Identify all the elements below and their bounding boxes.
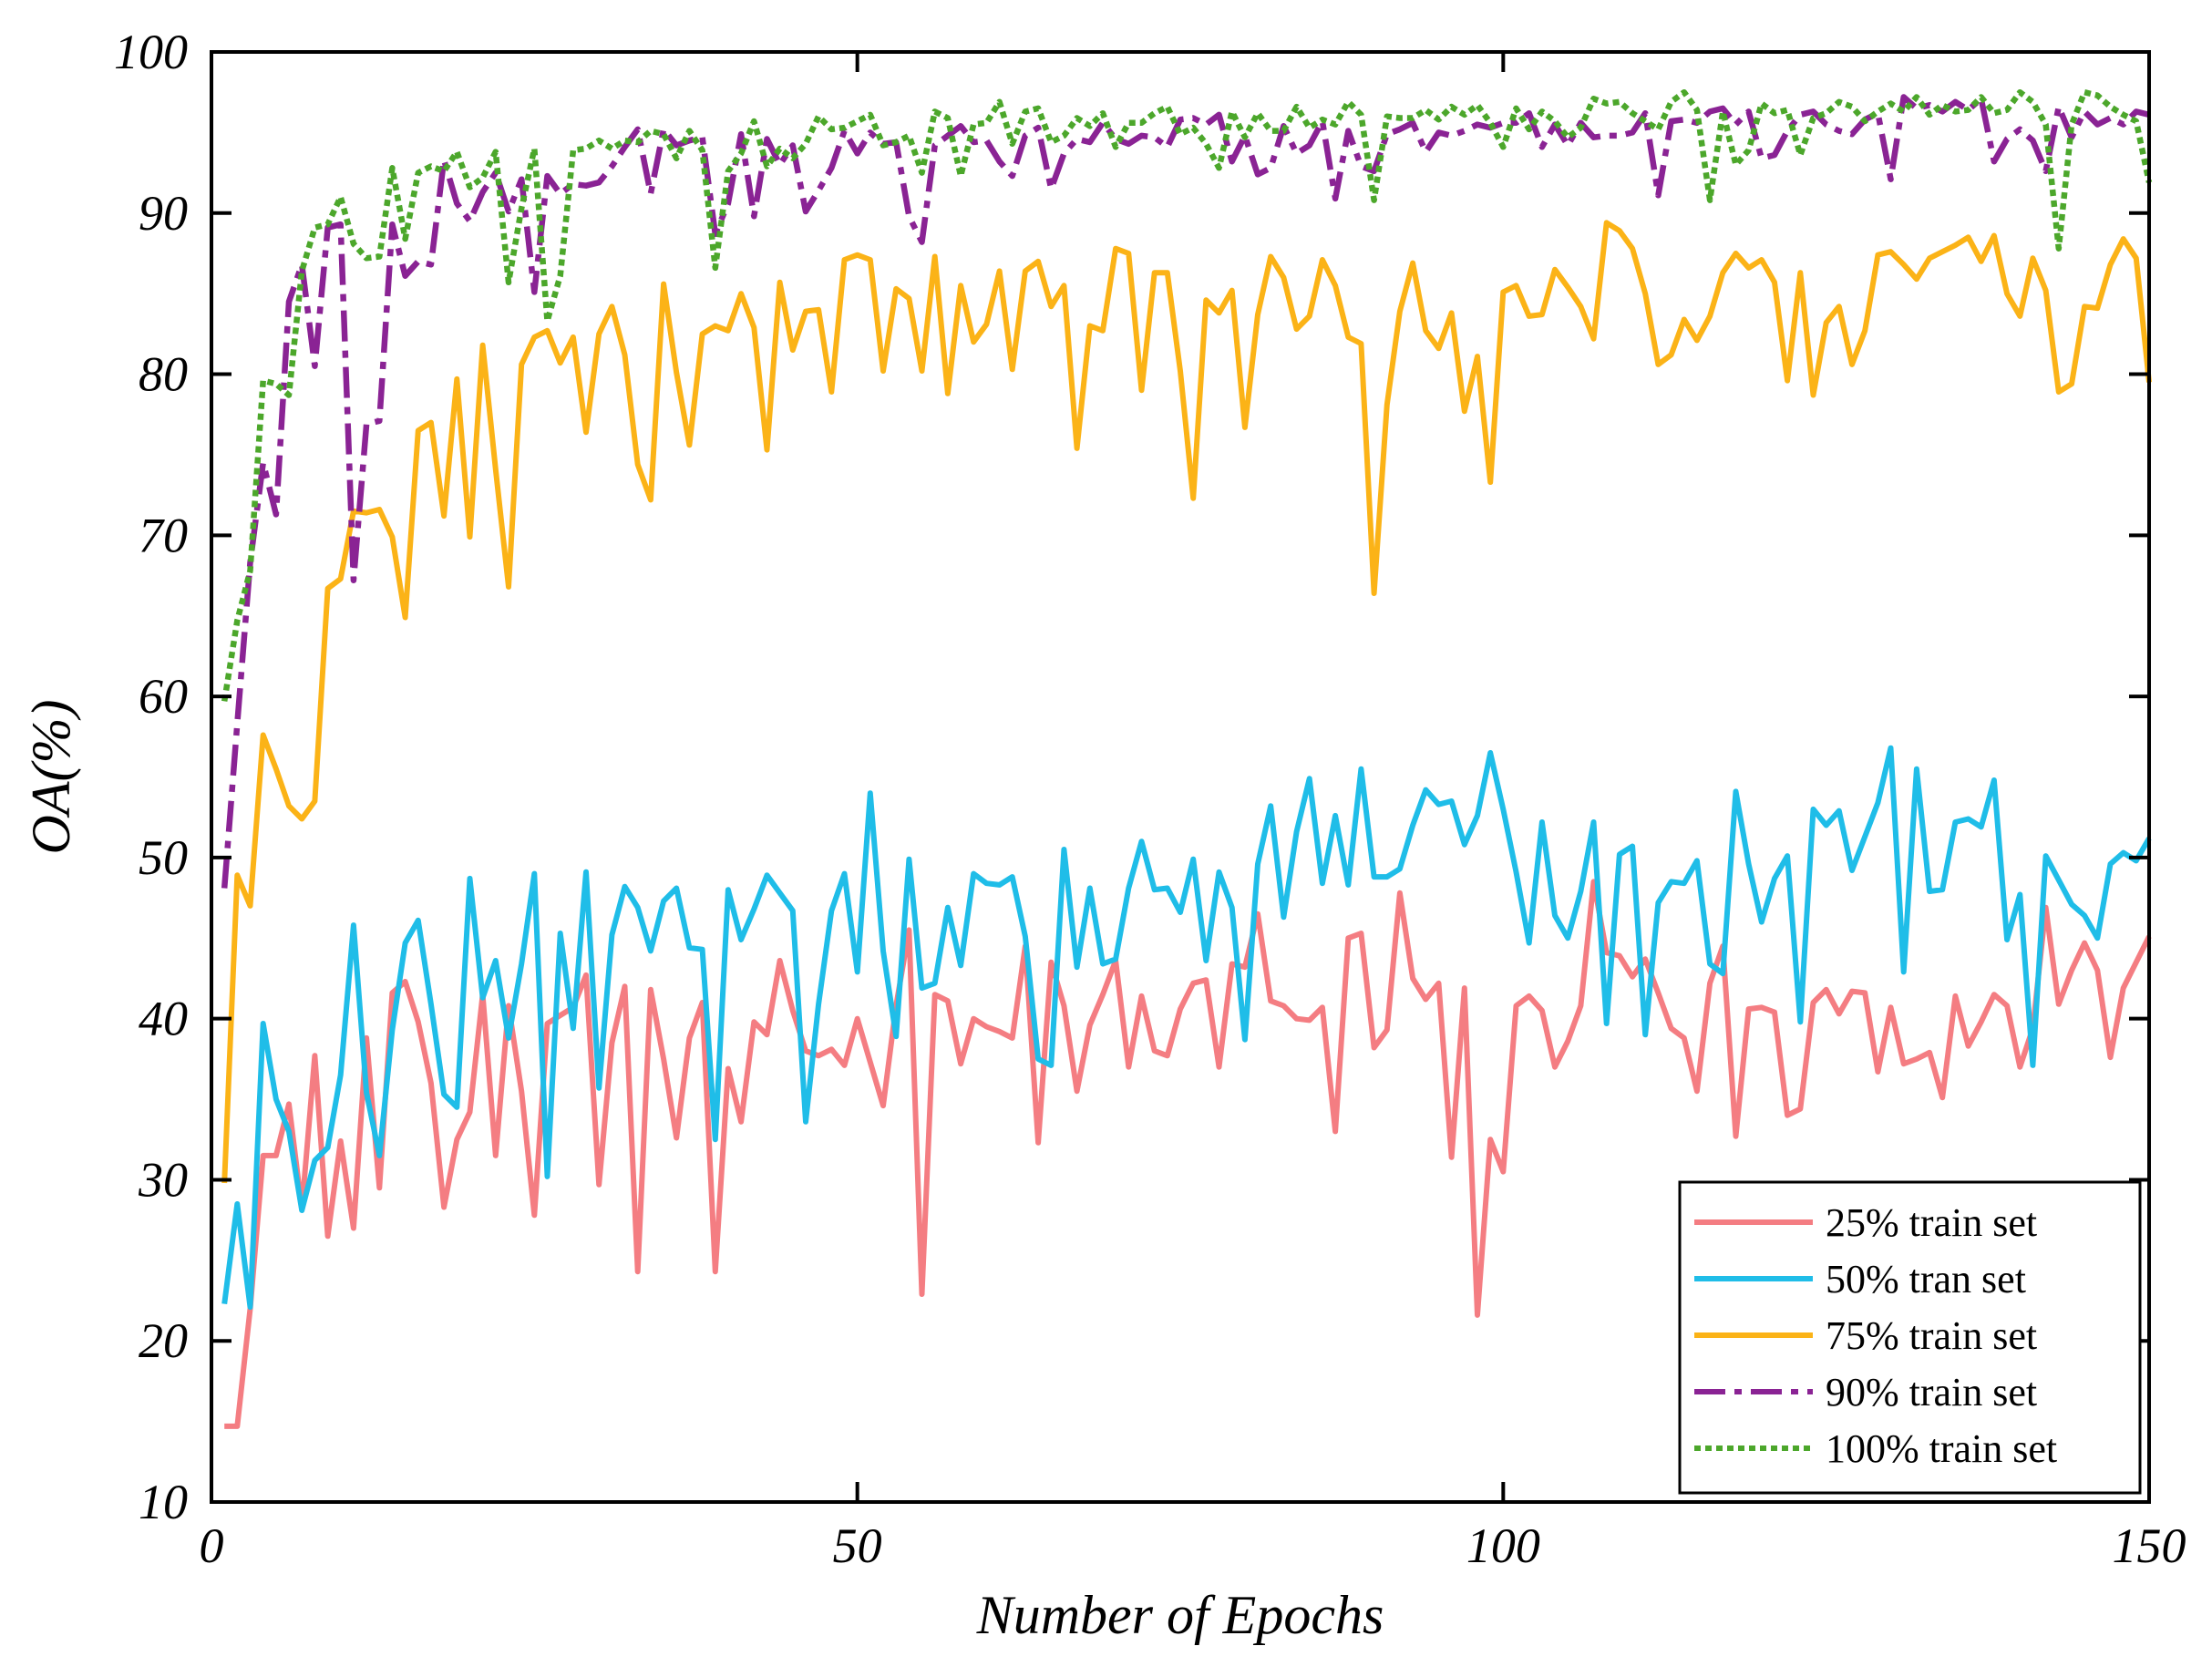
y-tick-label: 60	[139, 669, 188, 724]
y-axis-title: OA(%)	[21, 700, 81, 855]
legend-label-5: 100% train set	[1826, 1426, 2057, 1471]
x-tick-label: 150	[2113, 1518, 2186, 1573]
y-tick-label: 30	[138, 1152, 188, 1207]
x-tick-label: 100	[1466, 1518, 1540, 1573]
axes-layer: 10 20 30 40 50 60 70 80 90 100 0 50 100 150	[114, 25, 2186, 1573]
y-tick-label: 100	[114, 25, 188, 79]
x-tick-label: 0	[200, 1518, 224, 1573]
x-tick-label: 50	[833, 1518, 882, 1573]
y-tick-label: 10	[139, 1475, 188, 1529]
legend-label-1: 25% train set	[1826, 1200, 2037, 1245]
y-tick-label: 40	[139, 992, 188, 1046]
legend-label-3: 75% train set	[1826, 1313, 2037, 1358]
series-line-3	[221, 220, 2152, 1184]
series-line-5	[221, 88, 2153, 702]
series-layer	[221, 88, 2153, 1429]
y-tick-label: 50	[139, 830, 188, 885]
legend-label-4: 90% train set	[1826, 1370, 2037, 1415]
y-tick-label: 80	[139, 347, 188, 402]
x-axis-title: Number of Epochs	[976, 1585, 1384, 1645]
series-line-1	[224, 879, 2152, 1429]
series-line-2	[221, 745, 2152, 1311]
legend: 25% train set 50% tran set 75% train set 90…	[1678, 1180, 2142, 1495]
y-tick-label: 90	[139, 186, 188, 241]
axes-frame	[210, 50, 2151, 1504]
y-tick-label: 70	[139, 508, 188, 562]
legend-label-2: 50% tran set	[1826, 1257, 2026, 1301]
y-tick-label: 20	[139, 1313, 188, 1368]
